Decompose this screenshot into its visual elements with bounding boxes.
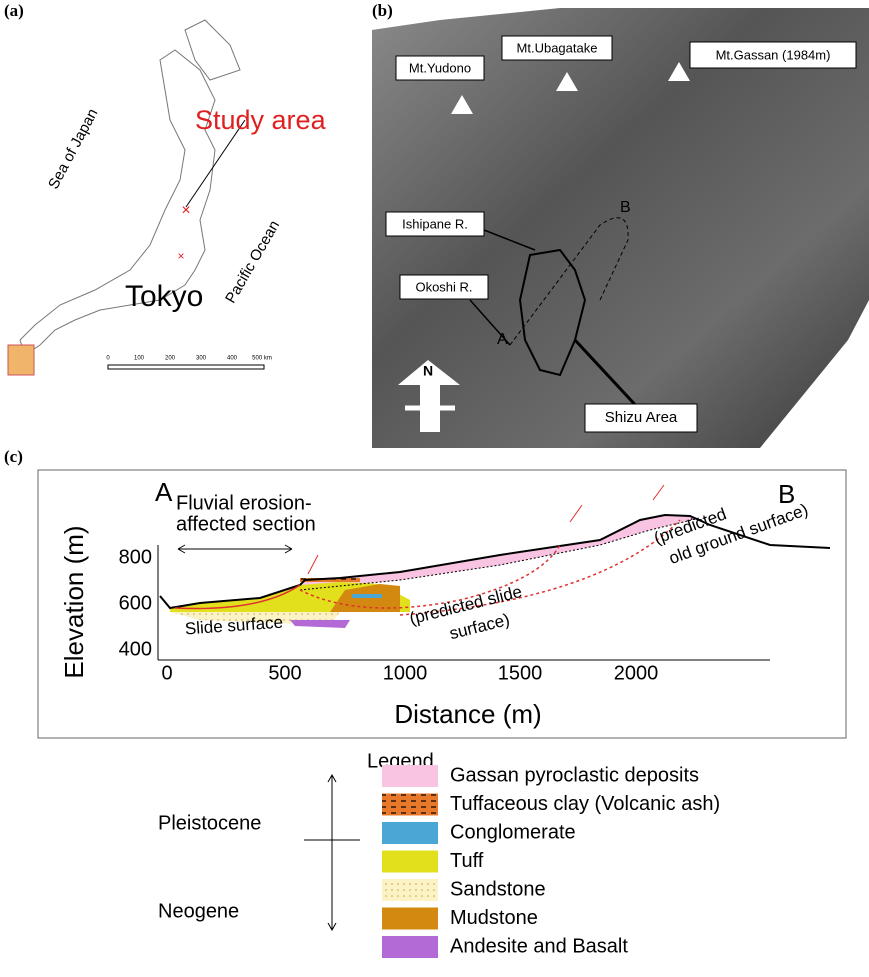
legend-swatch — [382, 908, 438, 930]
annotation: affected section — [176, 513, 316, 535]
legend-swatch — [382, 851, 438, 873]
river-label: Okoshi R. — [415, 279, 472, 294]
point-b: B — [620, 199, 631, 216]
city-label: Tokyo — [125, 280, 203, 313]
peak-label: Mt.Ubagatake — [517, 40, 598, 55]
scale-tick: 400 — [227, 356, 238, 362]
period-axis — [304, 775, 360, 930]
sea-label: Sea of Japan — [45, 106, 102, 192]
scale-tick: 0 — [106, 356, 110, 362]
scale-tick: 200 — [165, 356, 176, 362]
scale-tick: 100 — [134, 356, 145, 362]
x-tick-label: 500 — [268, 662, 301, 684]
conglomerate-layer — [352, 594, 382, 598]
river-label: Ishipane R. — [402, 216, 468, 231]
legend-swatch — [382, 794, 438, 816]
legend-label: Sandstone — [450, 878, 546, 900]
x-tick-label: 1000 — [383, 662, 428, 684]
panel-label: (a) — [4, 1, 24, 20]
period-label: Neogene — [158, 900, 239, 922]
legend: Gassan pyroclastic deposits Tuffaceous cl… — [382, 764, 720, 958]
legend-label: Tuff — [450, 850, 484, 872]
panel-label: (c) — [4, 447, 23, 466]
legend-swatch — [382, 879, 438, 901]
scale-tick: 300 — [196, 356, 207, 362]
legend-label: Andesite and Basalt — [450, 935, 628, 957]
y-tick-label: 600 — [119, 592, 152, 614]
study-marker: × — [181, 202, 190, 219]
legend-swatch — [382, 936, 438, 958]
north-label: N — [423, 363, 433, 379]
legend-label: Gassan pyroclastic deposits — [450, 764, 699, 786]
y-tick-label: 800 — [119, 546, 152, 568]
figure: (a) × × Study area Sea of Japan Pacific … — [0, 0, 869, 977]
peak-label: Mt.Gassan (1984m) — [716, 47, 831, 62]
legend-swatch — [382, 765, 438, 787]
x-axis-label: Distance (m) — [394, 699, 541, 729]
peak-label: Mt.Yudono — [409, 60, 471, 75]
area-label: Shizu Area — [605, 409, 678, 426]
y-axis-label: Elevation (m) — [59, 525, 89, 678]
x-tick-label: 2000 — [614, 662, 659, 684]
legend-label: Tuffaceous clay (Volcanic ash) — [450, 793, 720, 815]
end-label: A — [155, 477, 173, 507]
tokyo-marker: × — [177, 249, 184, 263]
x-tick-label: 0 — [161, 662, 172, 684]
page: (a) × × Study area Sea of Japan Pacific … — [0, 0, 869, 977]
ocean-label: Pacific Ocean — [222, 218, 283, 307]
panel-label: (b) — [372, 1, 393, 20]
period-label: Pleistocene — [158, 812, 261, 834]
annotation: Fluvial erosion- — [176, 492, 312, 514]
legend-label: Mudstone — [450, 907, 538, 929]
inset — [8, 345, 34, 375]
scale-tick: 500 km — [252, 356, 272, 362]
x-tick-label: 1500 — [498, 662, 543, 684]
scale-bar — [108, 365, 264, 369]
legend-swatch — [382, 822, 438, 844]
y-tick-label: 400 — [119, 638, 152, 660]
study-area: Study area — [195, 105, 327, 135]
legend-label: Conglomerate — [450, 821, 576, 843]
point-a: A — [497, 331, 508, 348]
